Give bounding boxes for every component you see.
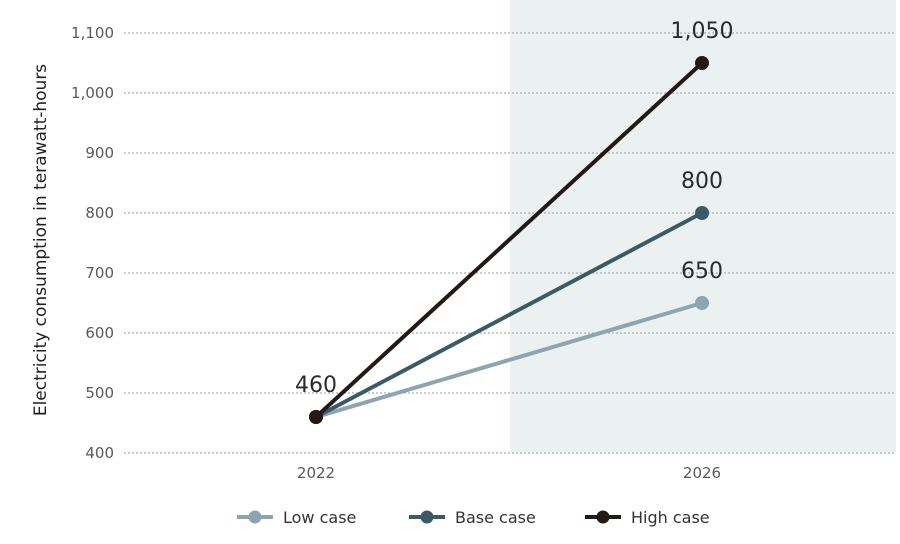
data-point xyxy=(695,206,709,220)
projection-band xyxy=(510,0,896,453)
x-tick-label: 2026 xyxy=(683,464,721,482)
series-line xyxy=(314,301,704,419)
y-tick-label: 600 xyxy=(85,324,114,342)
y-tick-labels: 400 500 600 700 800 900 1,000 1,100 xyxy=(71,24,114,462)
legend-label: High case xyxy=(631,508,710,527)
y-tick-label: 1,100 xyxy=(71,24,114,42)
series-line xyxy=(314,211,704,419)
series-layer xyxy=(309,56,709,424)
y-tick-label: 700 xyxy=(85,264,114,282)
legend-swatch-dot xyxy=(596,510,610,524)
y-tick-label: 500 xyxy=(85,384,114,402)
legend-swatch-dot xyxy=(248,510,262,524)
data-labels: 650 800 460 1,050 xyxy=(295,19,733,398)
legend-item: Low case xyxy=(237,508,356,527)
data-label: 1,050 xyxy=(671,19,734,44)
legend-item: Base case xyxy=(409,508,536,527)
series-high-case xyxy=(309,56,709,424)
y-tick-label: 800 xyxy=(85,204,114,222)
legend-label: Low case xyxy=(283,508,356,527)
data-point xyxy=(309,410,323,424)
data-point xyxy=(695,56,709,70)
x-tick-labels: 2022 2026 xyxy=(297,464,721,482)
data-point xyxy=(695,296,709,310)
data-label: 650 xyxy=(681,259,723,284)
y-axis-title: Electricity consumption in terawatt-hour… xyxy=(31,64,51,416)
data-label: 800 xyxy=(681,169,723,194)
legend-swatch-dot xyxy=(420,510,434,524)
legend-label: Base case xyxy=(455,508,536,527)
x-tick-label: 2022 xyxy=(297,464,335,482)
legend-item: High case xyxy=(585,508,710,527)
legend: Low case Base case High case xyxy=(237,508,710,527)
series-line xyxy=(314,61,704,419)
y-tick-label: 400 xyxy=(85,444,114,462)
y-tick-label: 1,000 xyxy=(71,84,114,102)
grid-layer xyxy=(124,32,896,454)
data-label: 460 xyxy=(295,373,337,398)
y-tick-label: 900 xyxy=(85,144,114,162)
